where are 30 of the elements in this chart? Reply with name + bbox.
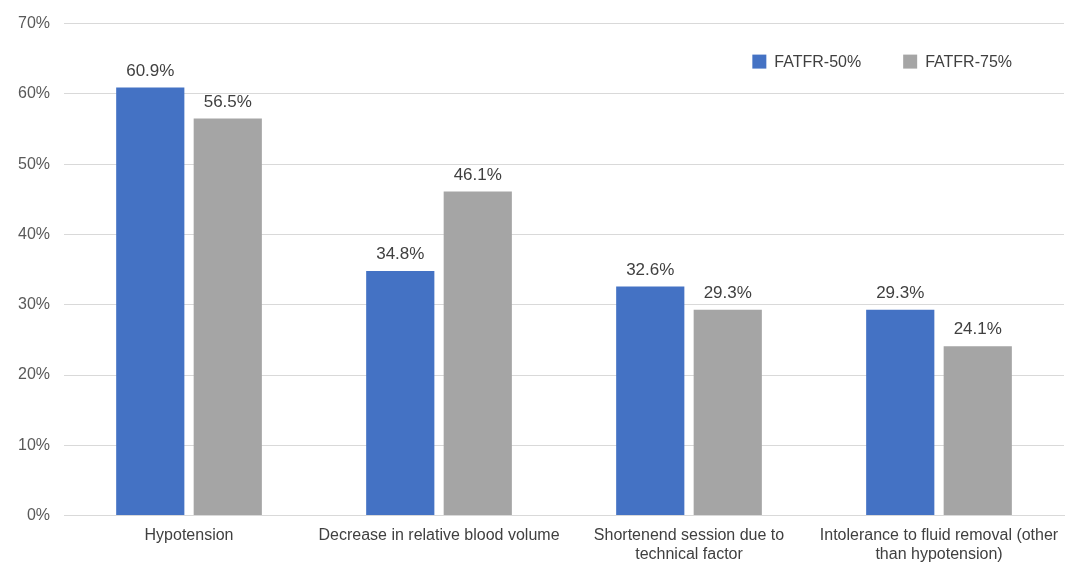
x-tick-label: Intolerance to fluid removal (other than hypotension)	[819, 525, 1059, 562]
legend-label: FATFR-75%	[925, 53, 1012, 71]
bar	[443, 191, 512, 516]
bar	[366, 271, 435, 516]
y-tick-label: 20%	[17, 365, 51, 383]
y-tick-label: 50%	[17, 154, 51, 172]
x-tick-label: Decrease in relative blood volume	[318, 525, 560, 543]
bar	[193, 118, 262, 516]
bar	[943, 346, 1012, 516]
bar	[116, 87, 185, 516]
x-tick-label: Shortenend session due to technical factor	[593, 525, 785, 562]
data-label: 29.3%	[703, 282, 752, 302]
data-label: 29.3%	[876, 282, 925, 302]
y-tick-label: 10%	[17, 435, 51, 453]
data-label: 34.8%	[376, 244, 425, 264]
x-tick-label: Hypotension	[144, 525, 234, 543]
y-tick-label: 70%	[17, 14, 51, 32]
bar	[616, 286, 685, 516]
bar	[866, 309, 935, 516]
y-tick-label: 40%	[17, 224, 51, 242]
y-tick-label: 30%	[17, 295, 51, 313]
data-label: 46.1%	[453, 164, 502, 184]
data-label: 60.9%	[126, 60, 175, 80]
legend-label: FATFR-50%	[774, 53, 862, 71]
data-label: 32.6%	[626, 259, 675, 279]
y-tick-label: 0%	[26, 506, 51, 524]
y-tick-label: 60%	[17, 84, 51, 102]
data-label: 24.1%	[953, 319, 1002, 339]
data-label: 56.5%	[203, 91, 252, 111]
bar	[693, 309, 762, 516]
